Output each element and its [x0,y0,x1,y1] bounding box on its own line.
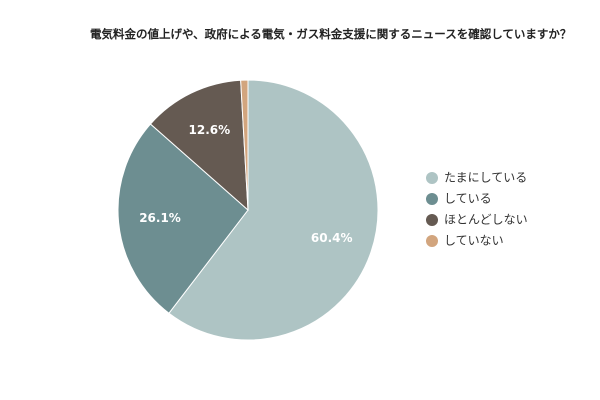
legend-label: たまにしている [444,171,527,185]
chart-title: 電気料金の値上げや、政府による電気・ガス料金支援に関するニュースを確認しています… [90,27,572,41]
legend-swatch [426,235,438,247]
pie-slice [149,79,249,212]
pie-slice [117,123,249,314]
legend-label: していない [444,234,504,248]
legend-swatch [426,172,438,184]
legend-label: している [444,192,492,206]
legend-label: ほとんどしない [444,213,528,227]
legend-swatch [426,193,438,205]
pie-slice [240,79,249,211]
data-label: 26.1% [139,211,181,225]
data-label: 12.6% [189,123,231,137]
legend-swatch [426,214,438,226]
data-label: 60.4% [311,231,353,245]
pie-slice [168,79,379,341]
